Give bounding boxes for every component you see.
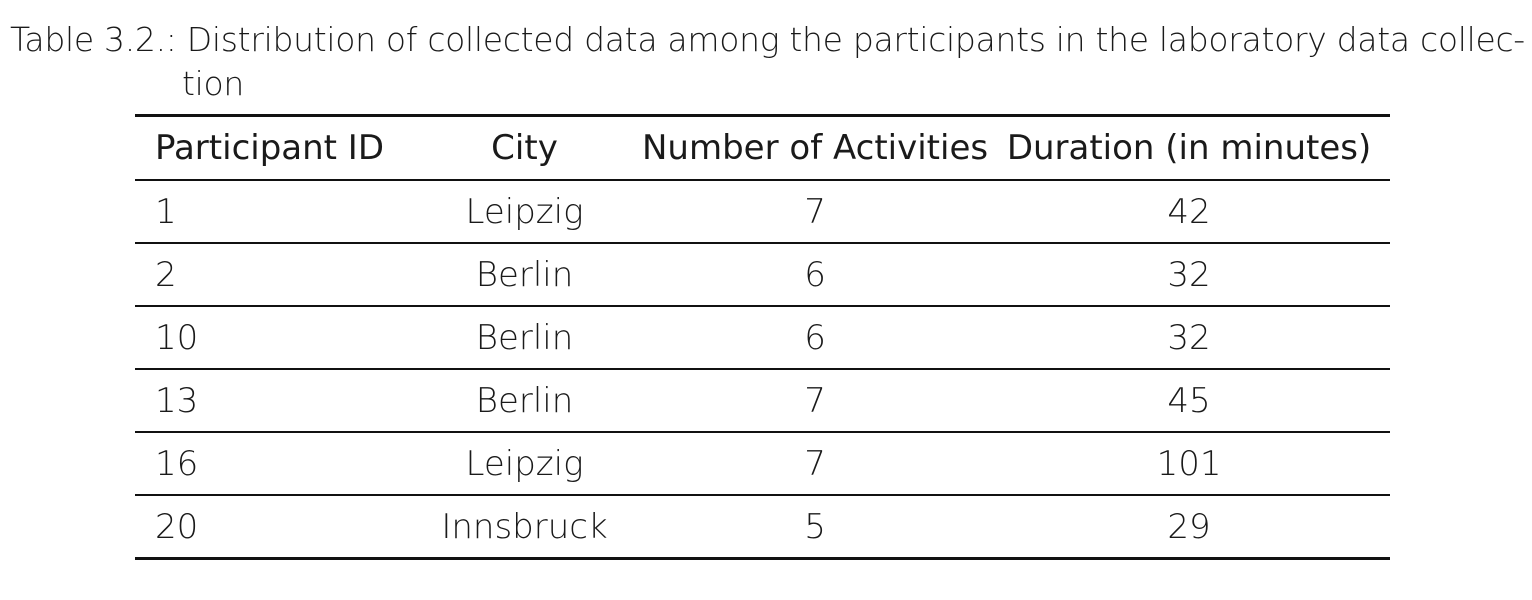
cell-participant-id: 16 bbox=[135, 432, 407, 496]
cell-city: Berlin bbox=[407, 243, 642, 307]
participants-table: Participant ID City Number of Activities… bbox=[135, 114, 1390, 560]
table-header: Participant ID City Number of Activities… bbox=[135, 115, 1390, 181]
data-table-container: Participant ID City Number of Activities… bbox=[135, 114, 1390, 560]
table-row: 2 Berlin 6 32 bbox=[135, 243, 1390, 307]
header-duration: Duration (in minutes) bbox=[988, 115, 1390, 181]
cell-duration: 32 bbox=[988, 243, 1390, 307]
cell-number-of-activities: 6 bbox=[642, 243, 989, 307]
cell-city: Berlin bbox=[407, 306, 642, 370]
cell-city: Innsbruck bbox=[441, 506, 608, 547]
header-row: Participant ID City Number of Activities… bbox=[135, 115, 1390, 181]
cell-participant-id: 10 bbox=[135, 306, 407, 370]
cell-participant-id: 2 bbox=[135, 243, 407, 307]
table-row: 16 Leipzig 7 101 bbox=[135, 432, 1390, 496]
table-row: 20 Innsbruck 5 29 bbox=[135, 495, 1390, 559]
cell-duration: 45 bbox=[988, 369, 1390, 433]
cell-city: Leipzig bbox=[407, 180, 642, 244]
cell-number-of-activities: 7 bbox=[642, 180, 989, 244]
cell-number-of-activities: 6 bbox=[642, 306, 989, 370]
caption-line-1: Table 3.2.: Distribution of collected da… bbox=[10, 20, 1525, 59]
table-caption: Table 3.2.: Distribution of collected da… bbox=[10, 18, 1525, 106]
cell-duration: 101 bbox=[988, 432, 1390, 496]
cell-duration: 29 bbox=[1167, 506, 1211, 547]
table-row: 10 Berlin 6 32 bbox=[135, 306, 1390, 370]
header-number-of-activities: Number of Activities bbox=[642, 115, 989, 181]
cell-number-of-activities: 7 bbox=[642, 369, 989, 433]
cell-duration: 32 bbox=[988, 306, 1390, 370]
table-body: 1 Leipzig 7 42 2 Berlin 6 32 10 Berlin 6… bbox=[135, 180, 1390, 559]
cell-participant-id: 20 bbox=[155, 506, 199, 547]
cell-city: Leipzig bbox=[407, 432, 642, 496]
table-row: 13 Berlin 7 45 bbox=[135, 369, 1390, 433]
cell-city: Berlin bbox=[407, 369, 642, 433]
cell-duration: 42 bbox=[988, 180, 1390, 244]
cell-number-of-activities: 7 bbox=[642, 432, 989, 496]
header-participant-id: Participant ID bbox=[135, 115, 407, 181]
cell-number-of-activities: 5 bbox=[804, 506, 826, 547]
cell-participant-id: 13 bbox=[135, 369, 407, 433]
caption-line-2: tion bbox=[182, 64, 245, 103]
cell-participant-id: 1 bbox=[135, 180, 407, 244]
header-city: City bbox=[407, 115, 642, 181]
table-row: 1 Leipzig 7 42 bbox=[135, 180, 1390, 244]
